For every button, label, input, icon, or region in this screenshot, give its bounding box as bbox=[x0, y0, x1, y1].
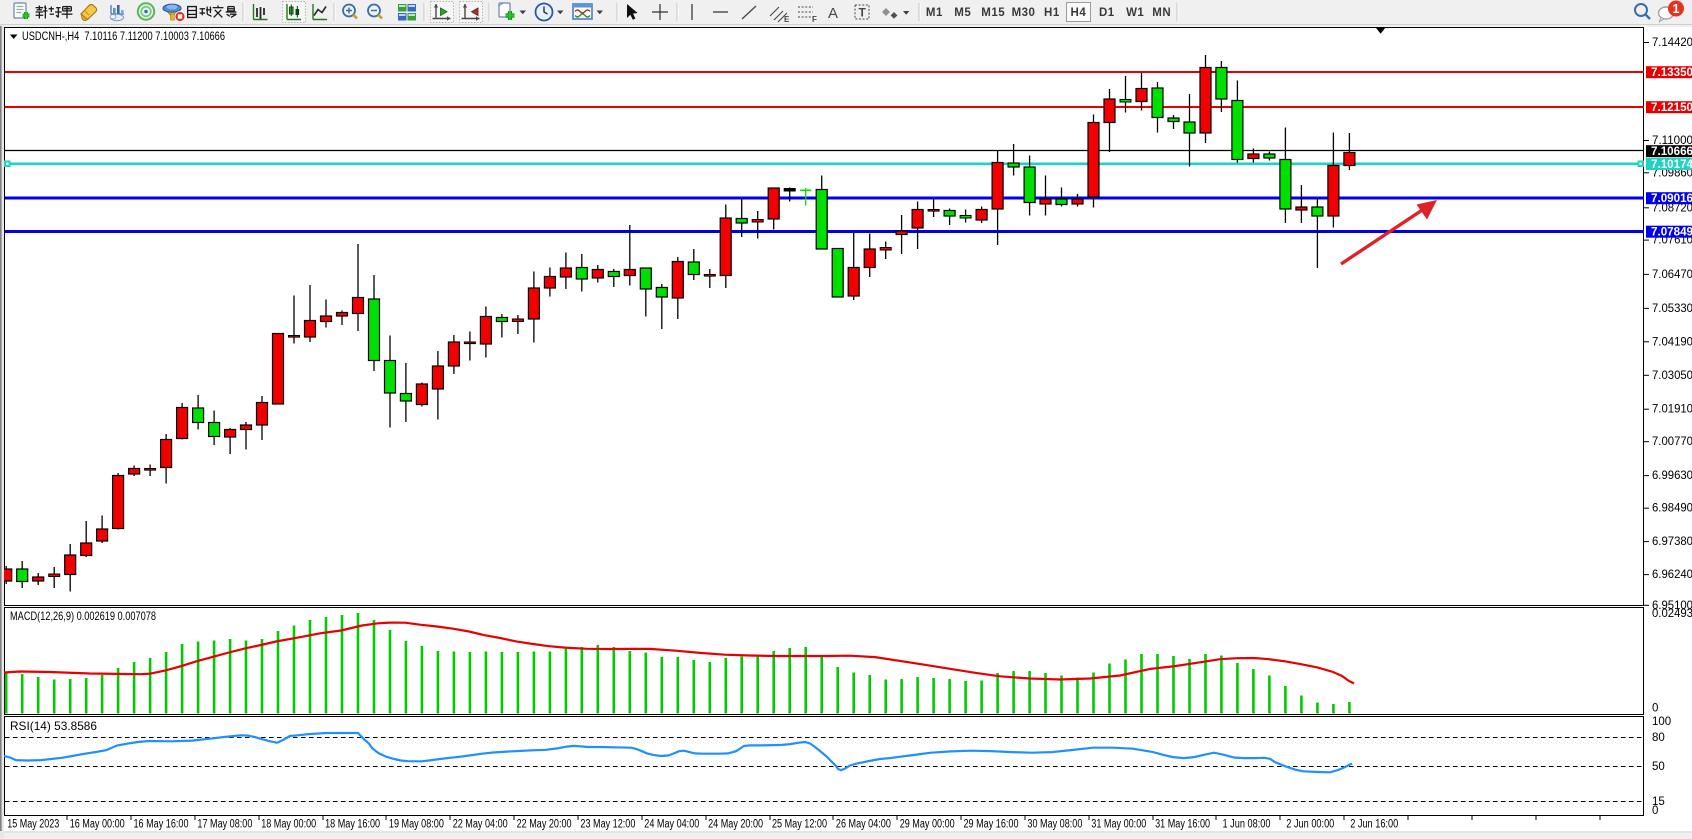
svg-text:6.97380: 6.97380 bbox=[1652, 536, 1692, 548]
svg-text:W1: W1 bbox=[1126, 7, 1144, 19]
svg-text:7.09016: 7.09016 bbox=[1651, 193, 1692, 205]
svg-text:7.05330: 7.05330 bbox=[1652, 303, 1692, 315]
svg-text:1 Jun 08:00: 1 Jun 08:00 bbox=[1223, 819, 1271, 831]
svg-text:M5: M5 bbox=[954, 7, 971, 19]
svg-text:7.00770: 7.00770 bbox=[1652, 436, 1692, 448]
svg-text:D1: D1 bbox=[1099, 7, 1115, 19]
svg-text:23 May 12:00: 23 May 12:00 bbox=[580, 819, 635, 831]
svg-text:6.99630: 6.99630 bbox=[1652, 470, 1692, 482]
svg-text:6.98490: 6.98490 bbox=[1652, 503, 1692, 515]
svg-text:M15: M15 bbox=[981, 7, 1005, 19]
svg-text:A: A bbox=[828, 5, 838, 22]
svg-text:15 May 2023: 15 May 2023 bbox=[7, 819, 59, 831]
svg-text:7.13350: 7.13350 bbox=[1651, 67, 1692, 79]
svg-text:F: F bbox=[812, 15, 817, 24]
svg-text:7.06470: 7.06470 bbox=[1652, 269, 1692, 281]
svg-text:1: 1 bbox=[1673, 2, 1680, 16]
svg-text:7.01910: 7.01910 bbox=[1652, 404, 1692, 416]
svg-text:24 May 20:00: 24 May 20:00 bbox=[708, 819, 763, 831]
svg-text:2 Jun 00:00: 2 Jun 00:00 bbox=[1286, 819, 1334, 831]
svg-text:0: 0 bbox=[1652, 703, 1658, 715]
svg-text:50: 50 bbox=[1652, 761, 1665, 773]
svg-text:16 May 00:00: 16 May 00:00 bbox=[70, 819, 125, 831]
svg-text:29 May 16:00: 29 May 16:00 bbox=[964, 819, 1019, 831]
svg-text:6.96240: 6.96240 bbox=[1652, 569, 1692, 581]
svg-text:16 May 16:00: 16 May 16:00 bbox=[134, 819, 189, 831]
svg-text:M1: M1 bbox=[926, 7, 943, 19]
svg-text:7.10174: 7.10174 bbox=[1651, 159, 1692, 171]
svg-text:18 May 16:00: 18 May 16:00 bbox=[325, 819, 380, 831]
svg-text:MN: MN bbox=[1152, 7, 1171, 19]
svg-text:7.08720: 7.08720 bbox=[1652, 202, 1692, 214]
svg-text:29 May 00:00: 29 May 00:00 bbox=[900, 819, 955, 831]
svg-text:7.09860: 7.09860 bbox=[1652, 167, 1692, 179]
svg-text:7.11000: 7.11000 bbox=[1652, 135, 1692, 147]
svg-text:2 Jun 16:00: 2 Jun 16:00 bbox=[1350, 819, 1398, 831]
svg-text:18 May 00:00: 18 May 00:00 bbox=[261, 819, 316, 831]
svg-text:H4: H4 bbox=[1071, 7, 1087, 19]
svg-text:0: 0 bbox=[1652, 805, 1658, 817]
svg-text:T: T bbox=[859, 6, 867, 20]
svg-text:26 May 04:00: 26 May 04:00 bbox=[836, 819, 891, 831]
svg-text:31 May 16:00: 31 May 16:00 bbox=[1155, 819, 1210, 831]
svg-text:100: 100 bbox=[1652, 716, 1671, 728]
svg-text:24 May 04:00: 24 May 04:00 bbox=[644, 819, 699, 831]
svg-text:7.03050: 7.03050 bbox=[1652, 370, 1692, 382]
svg-text:USDCNH-,H4 7.10116 7.11200 7.: USDCNH-,H4 7.10116 7.11200 7.10003 7.106… bbox=[22, 31, 225, 43]
svg-text:22 May 04:00: 22 May 04:00 bbox=[453, 819, 508, 831]
svg-text:RSI(14) 53.8586: RSI(14) 53.8586 bbox=[10, 719, 97, 733]
svg-text:0.02493: 0.02493 bbox=[1652, 608, 1692, 620]
svg-text:17 May 08:00: 17 May 08:00 bbox=[197, 819, 252, 831]
svg-text:7.14420: 7.14420 bbox=[1652, 37, 1692, 49]
svg-text:80: 80 bbox=[1652, 732, 1665, 744]
svg-text:7.12150: 7.12150 bbox=[1651, 102, 1692, 114]
svg-text:15: 15 bbox=[1652, 796, 1665, 808]
svg-text:MACD(12,26,9) 0.002619 0.00707: MACD(12,26,9) 0.002619 0.007078 bbox=[10, 609, 156, 623]
svg-text:22 May 20:00: 22 May 20:00 bbox=[517, 819, 572, 831]
svg-text:6.95100: 6.95100 bbox=[1652, 600, 1692, 612]
svg-text:7.10666: 7.10666 bbox=[1651, 146, 1692, 158]
svg-text:25 May 12:00: 25 May 12:00 bbox=[772, 819, 827, 831]
svg-text:7.07849: 7.07849 bbox=[1651, 227, 1692, 239]
svg-text:19 May 08:00: 19 May 08:00 bbox=[389, 819, 444, 831]
svg-text:M30: M30 bbox=[1012, 7, 1036, 19]
svg-text:E: E bbox=[784, 15, 790, 24]
svg-text:H1: H1 bbox=[1044, 7, 1060, 19]
svg-text:7.04190: 7.04190 bbox=[1652, 336, 1692, 348]
svg-text:31 May 00:00: 31 May 00:00 bbox=[1091, 819, 1146, 831]
svg-text:30 May 08:00: 30 May 08:00 bbox=[1027, 819, 1082, 831]
